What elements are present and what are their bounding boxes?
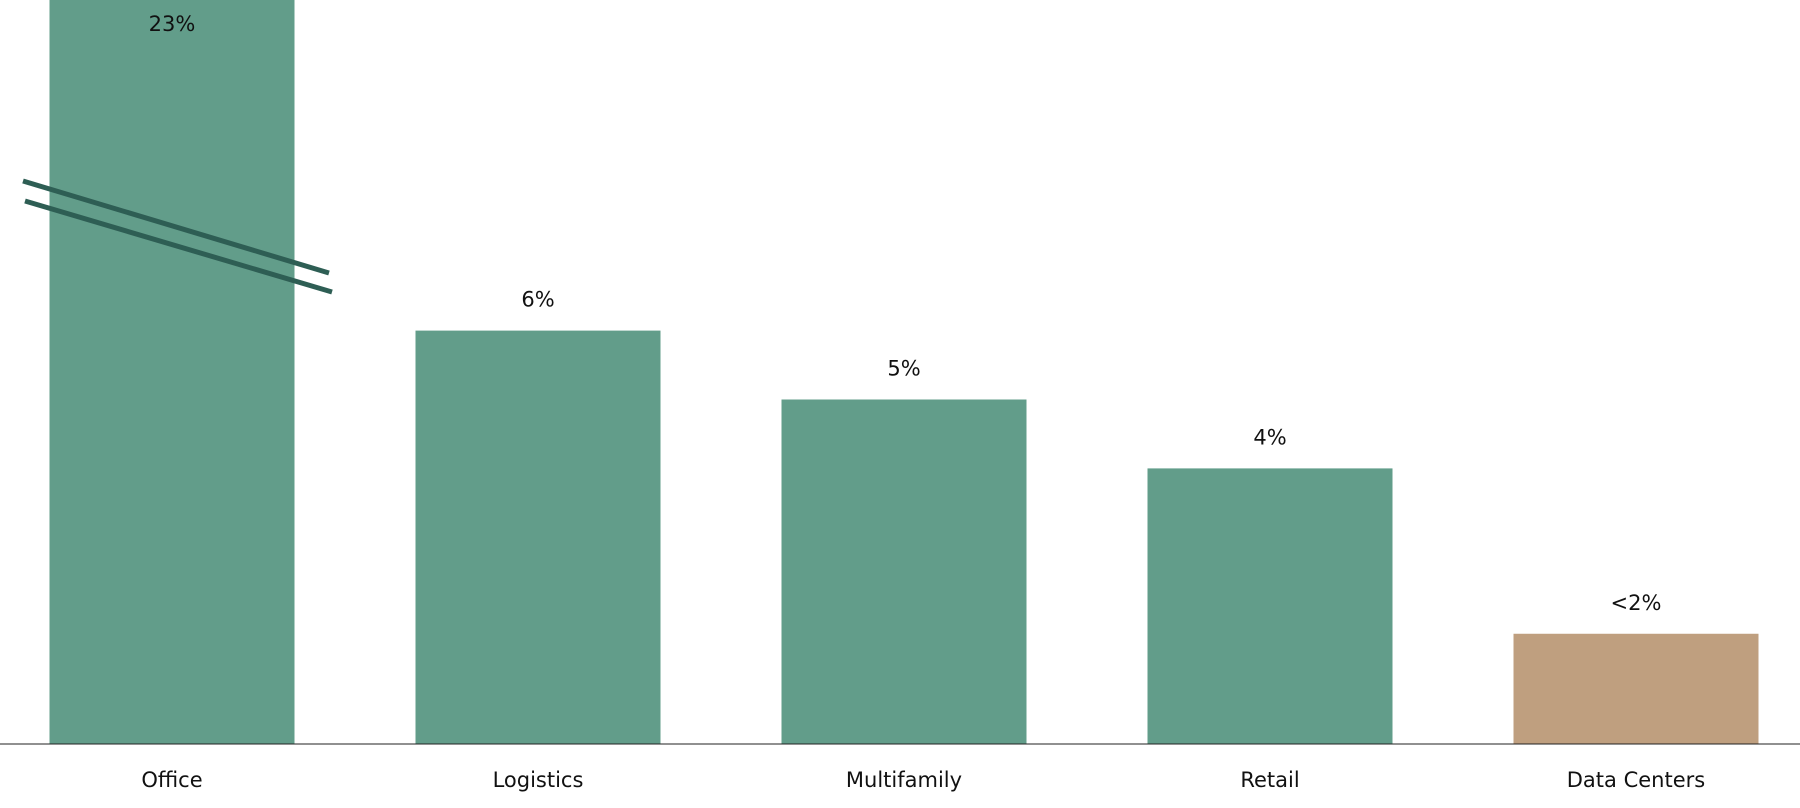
plot-area <box>49 0 1759 744</box>
x-tick-label: Data Centers <box>1567 768 1705 792</box>
value-label: 4% <box>1253 425 1286 449</box>
value-label: 6% <box>521 288 554 312</box>
value-label: 5% <box>887 357 920 381</box>
axis-break-mark <box>22 178 330 276</box>
x-tick-label: Office <box>141 768 202 792</box>
axis-break-mark <box>24 198 333 295</box>
x-tick-label: Logistics <box>493 768 584 792</box>
bar <box>1513 633 1759 744</box>
value-label: <2% <box>1611 591 1662 615</box>
bar <box>781 399 1027 744</box>
value-label: 23% <box>149 12 196 36</box>
bar <box>1147 468 1393 744</box>
bar <box>415 330 661 744</box>
x-tick-label: Retail <box>1240 768 1299 792</box>
bar <box>49 0 295 744</box>
x-tick-label: Multifamily <box>846 768 962 792</box>
